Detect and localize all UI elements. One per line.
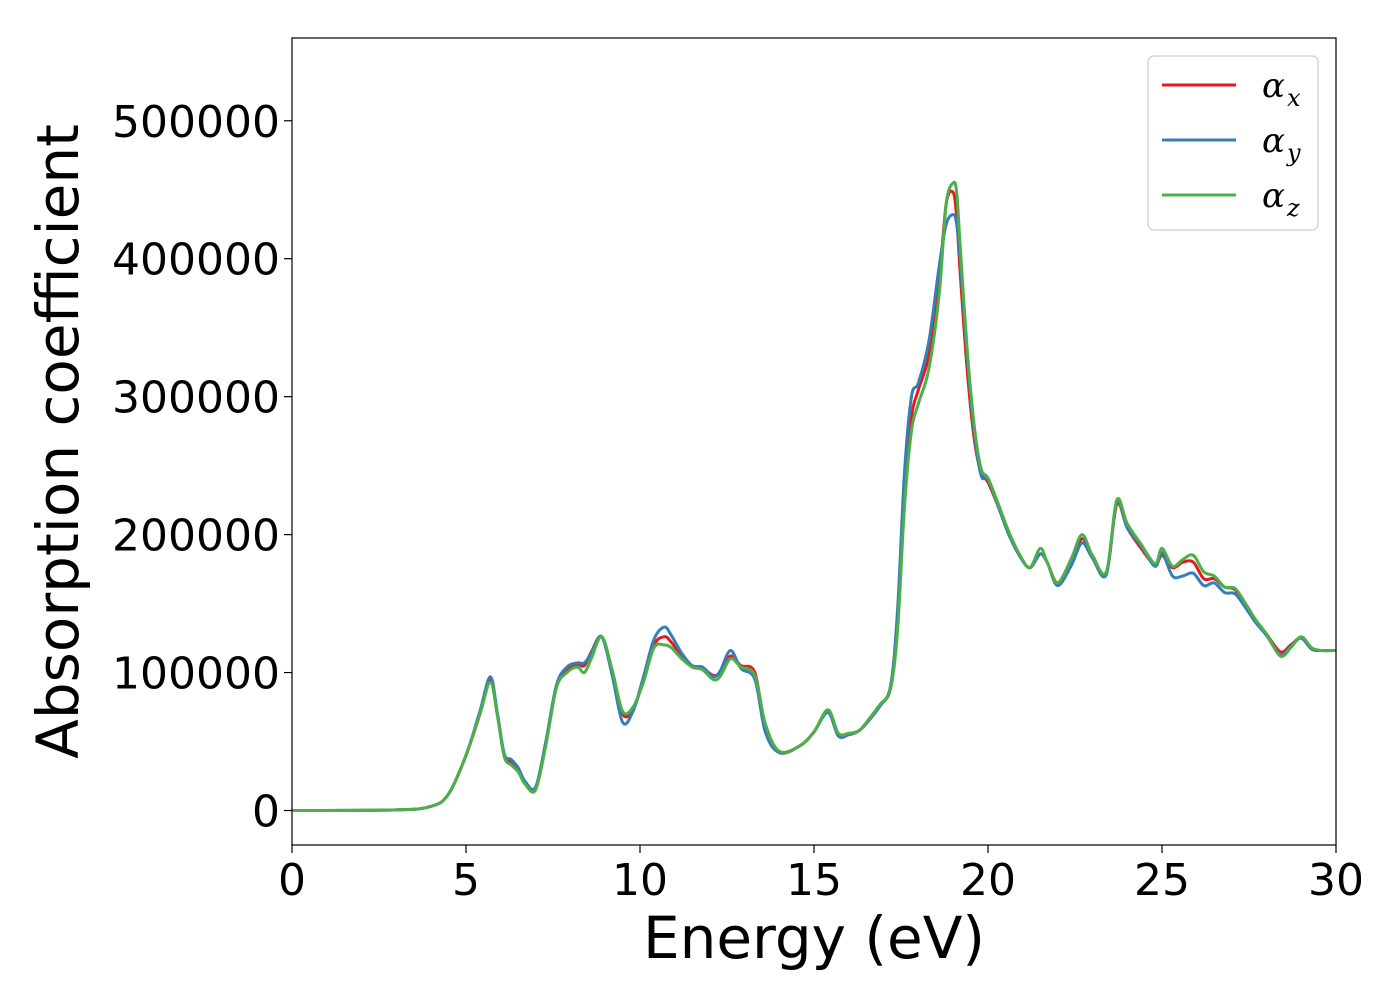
series-line-y	[292, 213, 1336, 813]
y-tick-label: 0	[252, 787, 280, 838]
plot-frame	[291, 37, 1337, 846]
x-tick-label: 0	[278, 855, 306, 906]
y-tick-label: 200000	[112, 511, 280, 562]
x-tick-label: 20	[960, 855, 1016, 906]
x-tick-label: 25	[1134, 855, 1190, 906]
legend-label-y: αy	[1262, 121, 1301, 167]
x-tick-label: 5	[452, 855, 480, 906]
legend: αx αy αz	[1147, 55, 1319, 231]
legend-box	[1147, 55, 1319, 231]
x-tick-label: 15	[786, 855, 842, 906]
legend-label-z: αz	[1262, 176, 1300, 222]
y-tick-label: 300000	[112, 373, 280, 424]
plot-area	[292, 180, 1336, 813]
y-tick-label: 500000	[112, 97, 280, 148]
series-line-z	[292, 180, 1336, 813]
y-tick-label: 100000	[112, 649, 280, 700]
legend-label-x: αx	[1262, 66, 1301, 112]
x-tick-label: 30	[1308, 855, 1364, 906]
y-tick-label: 400000	[112, 235, 280, 286]
x-axis-ticks: 0 5 10 15 20 25 30	[278, 845, 1364, 906]
y-axis-ticks: 0 100000 200000 300000 400000 500000	[112, 97, 292, 838]
series-line-x	[292, 189, 1336, 813]
x-axis-label: Energy (eV)	[643, 904, 985, 972]
y-axis-label: Absorption coefficient	[24, 124, 92, 759]
x-tick-label: 10	[612, 855, 668, 906]
